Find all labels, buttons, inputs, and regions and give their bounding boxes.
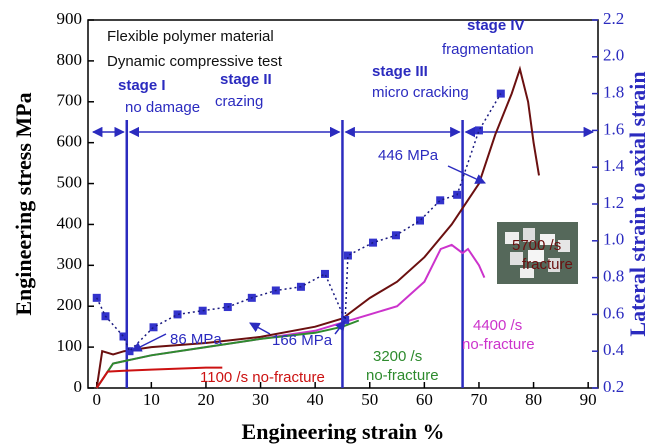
x-tick-label: 50 [361,390,378,409]
x-tick-label: 40 [307,390,324,409]
annotation: fragmentation [442,41,534,58]
x-tick-label: 0 [92,390,101,409]
annotation: no damage [125,99,200,116]
y-tick-label: 600 [57,132,83,151]
annotation: fracture [522,256,573,273]
y2-tick-label: 0.6 [603,303,624,322]
y2-tick-label: 2.0 [603,46,624,65]
ratio-point [497,90,505,98]
annotation: 5700 /s [512,237,561,254]
y2-tick-label: 1.4 [603,156,625,175]
y2-tick-label: 0.2 [603,377,624,396]
x-tick-label: 10 [143,390,160,409]
y2-tick-label: 1.0 [603,230,624,249]
annotation: no-fracture [462,336,535,353]
pointer-arrow [250,323,270,334]
annotation: no-fracture [366,367,439,384]
y-tick-label: 700 [57,91,83,110]
x-tick-label: 60 [416,390,433,409]
x-tick-label: 90 [580,390,597,409]
ratio-point [199,307,207,315]
pointer-arrow [448,166,485,183]
annotation: Flexible polymer material [107,28,274,45]
x-tick-label: 20 [197,390,214,409]
y-tick-label: 100 [57,336,83,355]
ratio-point [475,126,483,134]
ratio-point [436,196,444,204]
y-tick-label: 400 [57,213,83,232]
y-axis-label: Engineering stress MPa [11,92,36,315]
annotation: 446 MPa [378,147,439,164]
annotation: stage III [372,63,428,80]
annotation: crazing [215,93,263,110]
chart: Engineering strain % Engineering stress … [0,0,656,445]
y-tick-label: 800 [57,50,83,69]
annotation: stage IV [467,17,525,34]
y2-tick-label: 1.6 [603,119,624,138]
x-axis-label: Engineering strain % [242,419,445,444]
ratio-point [150,323,158,331]
ratio-point [416,217,424,225]
annotation: 166 MPa [272,332,333,349]
y2-tick-label: 2.2 [603,9,624,28]
annotation: stage II [220,71,272,88]
annotation: micro cracking [372,84,469,101]
x-tick-label: 70 [470,390,487,409]
ratio-point [321,270,329,278]
annotation: 4400 /s [473,317,522,334]
y2-tick-label: 0.8 [603,267,624,286]
y-tick-label: 500 [57,172,83,191]
y2-tick-label: 0.4 [603,340,625,359]
annotation: 3200 /s [373,348,422,365]
annotation: Dynamic compressive test [107,53,283,70]
annotation: 1100 /s no-fracture [200,369,325,386]
y-tick-label: 0 [74,377,83,396]
ratio-point [174,310,182,318]
y-tick-label: 300 [57,254,83,273]
y2-tick-label: 1.8 [603,83,624,102]
y2-axis-label: Lateral strain to axial strain [625,71,650,336]
ratio-point [119,332,127,340]
annotation: 86 MPa [170,331,222,348]
x-tick-label: 80 [525,390,542,409]
y-tick-label: 200 [57,295,83,314]
y-tick-label: 900 [57,9,83,28]
y2-tick-label: 1.2 [603,193,624,212]
x-tick-label: 30 [252,390,269,409]
annotation: stage I [118,77,166,94]
